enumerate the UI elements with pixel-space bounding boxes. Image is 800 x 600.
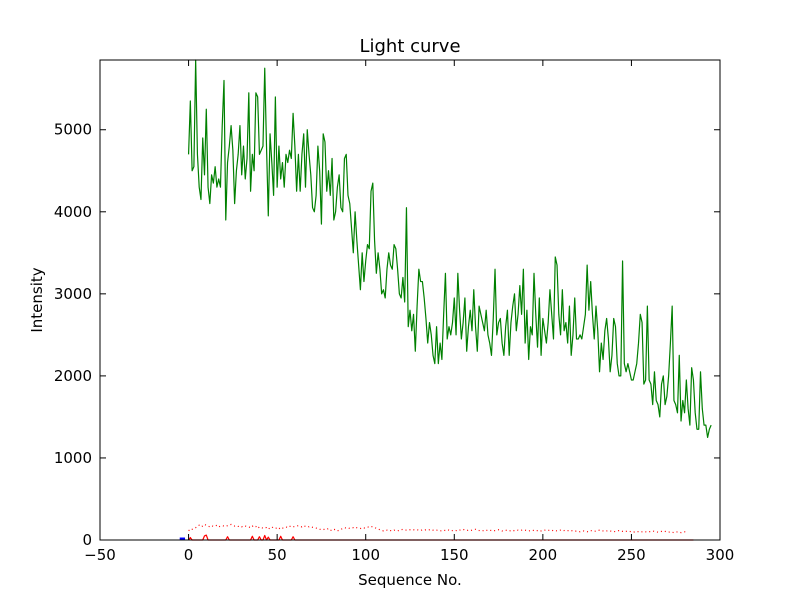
plot-frame bbox=[99, 59, 721, 541]
y-tick-label: 4000 bbox=[54, 203, 92, 221]
axes-layer: −50 0 50 100 150 200 250 3000100020003000400050… bbox=[54, 60, 735, 564]
x-axis-label: Sequence No. bbox=[358, 571, 462, 589]
x-tick-label: 300 bbox=[706, 546, 735, 564]
y-tick-label: 3000 bbox=[54, 285, 92, 303]
y-tick-label: 0 bbox=[82, 531, 92, 549]
series-layer bbox=[179, 59, 712, 541]
x-tick-label: 100 bbox=[351, 546, 380, 564]
series-line-1 bbox=[188, 523, 689, 534]
series-line-2 bbox=[188, 534, 694, 541]
x-tick-label: 200 bbox=[529, 546, 558, 564]
y-tick-label: 5000 bbox=[54, 121, 92, 139]
chart-title: Light curve bbox=[359, 36, 460, 57]
x-tick-label: 50 bbox=[268, 546, 287, 564]
x-tick-label: 250 bbox=[617, 546, 646, 564]
series-line-0 bbox=[187, 59, 712, 439]
x-tick-label: 150 bbox=[440, 546, 469, 564]
x-tick-label: −50 bbox=[84, 546, 116, 564]
x-tick-label: 0 bbox=[184, 546, 194, 564]
y-axis-label: Intensity bbox=[28, 267, 46, 332]
y-tick-label: 1000 bbox=[54, 449, 92, 467]
y-tick-label: 2000 bbox=[54, 367, 92, 385]
